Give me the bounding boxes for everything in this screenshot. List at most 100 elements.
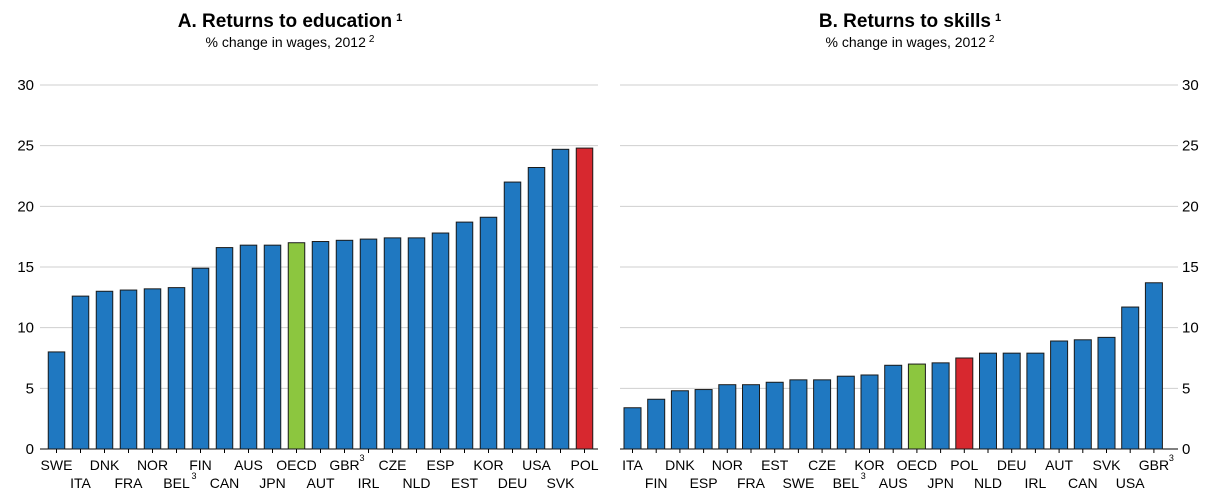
x-label-nor: NOR <box>712 457 743 473</box>
panel-a-bars <box>47 147 594 450</box>
bar-kor <box>860 374 879 450</box>
panel-b-y-tick-0: 0 <box>1182 441 1190 458</box>
bar-gbr <box>335 239 354 450</box>
x-label-fra: FRA <box>737 475 766 491</box>
bar-cze <box>813 379 832 450</box>
bar-esp <box>431 232 450 450</box>
x-label-dnk: DNK <box>90 457 120 473</box>
bar-aus <box>884 364 903 450</box>
x-label-oecd: OECD <box>276 457 316 473</box>
bar-nor <box>143 288 162 450</box>
x-label-svk: SVK <box>1092 457 1121 473</box>
x-label-bel: BEL <box>833 475 860 491</box>
x-label-irl: IRL <box>358 475 380 491</box>
panel-b-y-axis: 0 5 10 15 20 25 30 <box>1182 77 1199 458</box>
x-label-note-gbr: 3 <box>360 453 365 463</box>
bar-deu <box>1002 352 1021 450</box>
x-label-aus: AUS <box>234 457 263 473</box>
x-label-jpn: JPN <box>927 475 953 491</box>
x-label-usa: USA <box>1116 475 1145 491</box>
bar-nld <box>979 352 997 450</box>
x-label-jpn: JPN <box>259 475 285 491</box>
bar-swe <box>789 379 808 450</box>
x-label-aut: AUT <box>307 475 335 491</box>
x-label-pol: POL <box>570 457 598 473</box>
x-label-note-bel: 3 <box>861 471 866 481</box>
bar-fin <box>647 398 666 450</box>
x-label-irl: IRL <box>1025 475 1047 491</box>
panel-a-y-tick-20: 20 <box>17 198 34 215</box>
bar-usa <box>1121 306 1140 450</box>
bar-est <box>455 221 474 450</box>
panel-a-y-tick-5: 5 <box>26 380 34 397</box>
x-label-usa: USA <box>522 457 551 473</box>
x-label-fin: FIN <box>645 475 668 491</box>
bar-nld <box>407 237 426 450</box>
bar-ita <box>623 407 642 450</box>
x-label-ita: ITA <box>70 475 91 491</box>
bar-bel <box>167 287 186 450</box>
x-label-note-bel: 3 <box>192 471 197 481</box>
bar-pol <box>575 147 594 450</box>
bar-bel <box>836 375 855 450</box>
bar-oecd <box>907 363 926 450</box>
panel-b-bars <box>623 282 1163 450</box>
panel-b-y-tick-25: 25 <box>1182 138 1199 155</box>
panel-a-y-tick-10: 10 <box>17 320 34 337</box>
x-label-esp: ESP <box>690 475 718 491</box>
x-label-cze: CZE <box>379 457 407 473</box>
panel-returns-to-skills: B. Returns to skills 1 % change in wages,… <box>620 11 1199 491</box>
panel-b-subtitle: % change in wages, 2012 2 <box>826 34 995 50</box>
panel-a-y-tick-0: 0 <box>26 441 34 458</box>
bar-deu <box>503 181 522 450</box>
bar-cze <box>383 237 402 450</box>
panel-returns-to-education: A. Returns to education 1 % change in wag… <box>17 11 598 491</box>
x-label-oecd: OECD <box>897 457 937 473</box>
panel-b-y-tick-15: 15 <box>1182 259 1199 276</box>
x-label-nld: NLD <box>402 475 430 491</box>
x-label-esp: ESP <box>426 457 454 473</box>
x-label-swe: SWE <box>782 475 814 491</box>
bar-swe <box>47 351 66 450</box>
panel-b-y-tick-30: 30 <box>1182 77 1199 94</box>
x-label-kor: KOR <box>473 457 503 473</box>
bar-kor <box>479 216 498 450</box>
bar-aut <box>311 241 330 450</box>
x-label-gbr: GBR <box>1139 457 1169 473</box>
panel-a-subtitle-note: 2 <box>369 34 375 45</box>
x-label-deu: DEU <box>498 475 528 491</box>
panel-b-y-tick-10: 10 <box>1182 320 1199 337</box>
panel-a-y-tick-15: 15 <box>17 259 34 276</box>
bar-aut <box>1050 340 1069 450</box>
x-label-ita: ITA <box>622 457 643 473</box>
bar-oecd <box>287 242 306 450</box>
x-label-deu: DEU <box>997 457 1027 473</box>
bar-fin <box>191 267 210 450</box>
bar-fra <box>742 384 760 450</box>
bar-fra <box>119 289 138 450</box>
bar-svk <box>1097 336 1116 450</box>
bar-dnk <box>670 390 689 450</box>
x-label-aus: AUS <box>879 475 908 491</box>
x-label-est: EST <box>451 475 479 491</box>
panel-b-subtitle-note: 2 <box>989 34 995 45</box>
x-label-swe: SWE <box>41 457 73 473</box>
bar-irl <box>359 238 378 450</box>
x-label-bel: BEL <box>163 475 190 491</box>
bar-usa <box>527 167 546 450</box>
panel-a-y-axis: 0 5 10 15 20 25 30 <box>17 77 34 458</box>
bar-can <box>215 247 234 450</box>
panel-b-title-note: 1 <box>995 12 1001 24</box>
x-label-fra: FRA <box>115 475 144 491</box>
bar-jpn <box>931 362 950 450</box>
bar-dnk <box>95 290 114 450</box>
panel-b-title: B. Returns to skills 1 <box>819 11 1001 32</box>
x-label-dnk: DNK <box>665 457 695 473</box>
x-label-gbr: GBR <box>329 457 359 473</box>
bar-svk <box>551 148 570 450</box>
x-label-kor: KOR <box>854 457 884 473</box>
bar-can <box>1073 339 1092 450</box>
